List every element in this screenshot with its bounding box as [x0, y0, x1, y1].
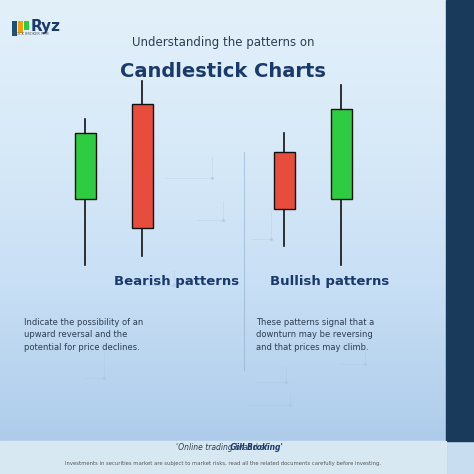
Bar	[331, 109, 352, 199]
Bar	[446, 0, 474, 441]
Text: These patterns signal that a
downturn may be reversing
and that prices may climb: These patterns signal that a downturn ma…	[256, 318, 374, 352]
Text: Candlestick Charts: Candlestick Charts	[120, 62, 326, 81]
Bar	[131, 104, 153, 228]
Bar	[24, 21, 29, 30]
Bar	[75, 133, 96, 199]
Bar	[0, 441, 446, 474]
Bar	[274, 152, 295, 209]
Bar	[18, 21, 23, 33]
Text: STOCK BROKER FRM: STOCK BROKER FRM	[12, 32, 48, 36]
Text: 'Online trading brand of: 'Online trading brand of	[176, 444, 270, 452]
Text: Bullish patterns: Bullish patterns	[270, 275, 390, 288]
Text: Bearish patterns: Bearish patterns	[114, 275, 239, 288]
Text: Indicate the possibility of an
upward reversal and the
potential for price decli: Indicate the possibility of an upward re…	[24, 318, 143, 352]
Bar	[12, 21, 17, 36]
Text: Understanding the patterns on: Understanding the patterns on	[131, 36, 314, 49]
Text: Investments in securities market are subject to market risks, read all the relat: Investments in securities market are sub…	[65, 461, 381, 466]
Text: Gill Broking': Gill Broking'	[162, 444, 283, 452]
Text: Ryz: Ryz	[31, 19, 61, 34]
